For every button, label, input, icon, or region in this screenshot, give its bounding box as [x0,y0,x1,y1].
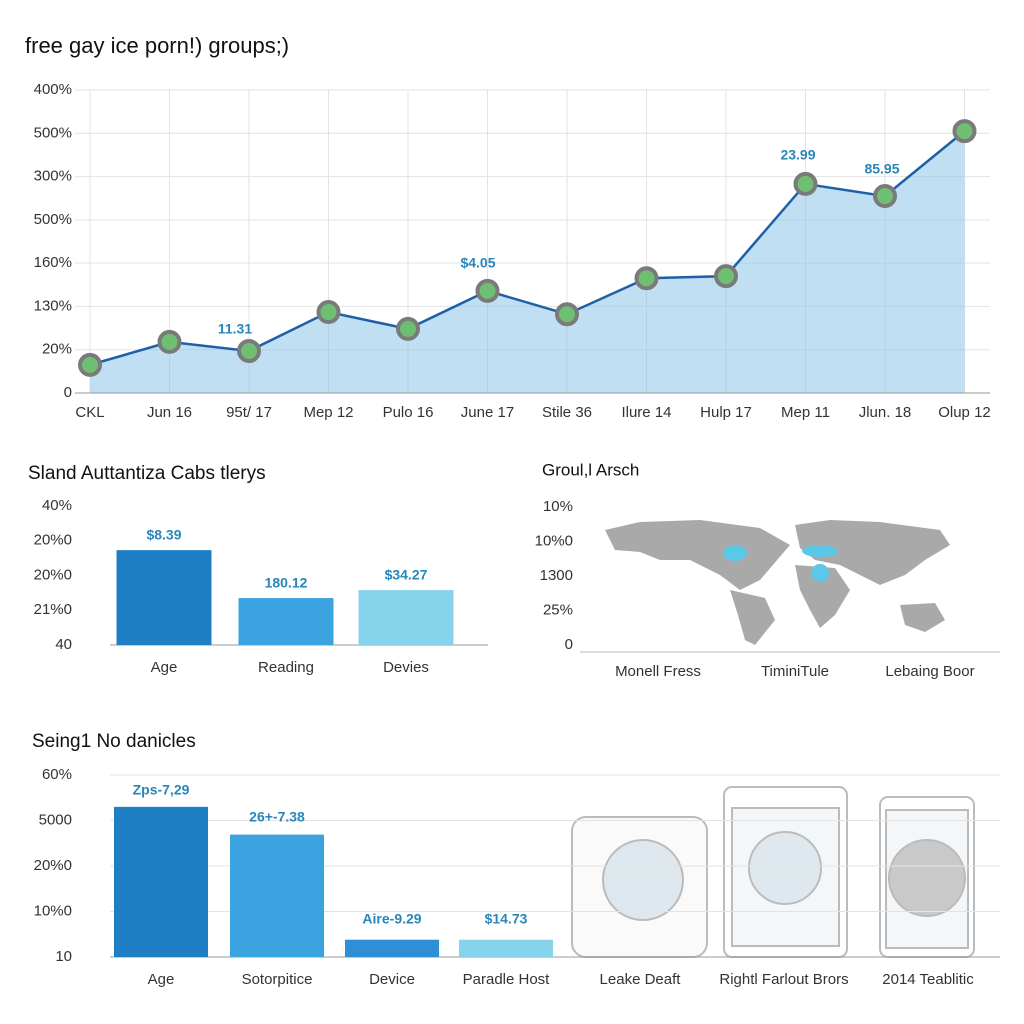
y-tick-label: 400% [34,81,72,98]
x-tick-label: June 17 [461,404,514,421]
point [873,184,897,209]
x-tick-label: Age [148,971,175,988]
point [475,278,500,303]
x-tick-label: Mep 11 [781,404,830,421]
chart-title: Seing1 No danicles [32,731,196,752]
y-tick-label: 21%0 [34,601,72,618]
annotation: 26+-7.38 [249,809,305,825]
x-tick-label: Jlun. 18 [859,404,912,421]
y-tick-label: 20%0 [34,857,72,874]
x-tick-label: Stile 36 [542,404,592,421]
y-tick-label: 10 [55,948,72,965]
y-tick-label: 130% [34,297,72,314]
bar [230,834,324,957]
x-tick-label: Jun 16 [147,404,192,421]
y-tick-label: 500% [34,211,72,228]
point [396,316,420,341]
y-tick-label: 10%0 [34,902,72,919]
annotation: $4.05 [460,255,495,271]
point [952,119,977,144]
x-tick-label: Pulo 16 [383,404,434,421]
point [793,171,818,196]
y-tick-label: 40% [42,497,72,514]
x-tick-label: CKL [75,404,104,421]
x-tick-label: Rightl Farlout Brors [719,971,848,988]
annotation: $34.27 [385,567,428,583]
x-tick-label: Hulp 17 [700,404,752,421]
y-tick-label: 160% [34,254,72,271]
bar [345,939,439,957]
x-tick-label: Lebaing Boor [885,663,974,680]
x-tick-label: Devies [383,659,429,676]
annotation: 85.95 [864,161,899,177]
bar [358,590,454,645]
chart-title: free gay ice porn!) groups;) [25,33,289,58]
x-tick-label: Leake Deaft [600,971,682,988]
y-tick-label: 1300 [540,567,573,584]
annotation: $14.73 [485,911,528,927]
y-tick-label: 20%0 [34,532,72,549]
x-tick-label: Sotorpitice [242,971,313,988]
annotation: 23.99 [780,147,815,163]
x-tick-label: Olup 12 [938,404,991,421]
x-tick-label: Age [151,659,178,676]
point [555,302,579,327]
world-map [605,520,950,645]
y-tick-label: 20%0 [34,566,72,583]
point [237,339,261,364]
x-tick-label: 95t/ 17 [226,404,272,421]
x-tick-label: Reading [258,659,314,676]
y-tick-label: 25% [543,601,573,618]
x-tick-label: Device [369,971,415,988]
annotation: Zps-7,29 [133,782,190,798]
bar [459,939,553,957]
annotation: 11.31 [218,321,252,337]
y-tick-label: 20% [42,341,72,358]
x-tick-label: Monell Fress [615,663,701,680]
y-tick-label: 60% [42,766,72,783]
x-tick-label: Paradle Host [463,971,551,988]
y-tick-label: 0 [64,384,72,401]
x-tick-label: 2014 Teablitic [882,971,974,988]
x-tick-label: Ilure 14 [621,404,671,421]
area [90,131,965,393]
y-tick-label: 300% [34,168,72,185]
bar [116,550,212,645]
y-tick-label: 10% [543,498,573,515]
bar [238,598,334,645]
device-illustrations [571,786,975,958]
y-tick-label: 500% [34,124,72,141]
x-tick-label: Mep 12 [303,404,353,421]
y-tick-label: 5000 [39,811,72,828]
y-tick-label: 40 [55,636,72,653]
point [78,352,102,377]
bar [114,806,208,957]
y-tick-label: 0 [565,636,573,653]
annotation: 180.12 [265,575,308,591]
annotation: $8.39 [146,527,181,543]
line [89,130,966,367]
y-tick-label: 10%0 [535,532,573,549]
point [157,329,182,354]
chart-title: Sland Auttantiza Cabs tlerys [28,463,266,484]
annotation: Aire-9.29 [362,911,421,927]
chart-title: Groul,l Arsch [542,460,639,479]
point [316,300,341,325]
x-tick-label: TiminiTule [761,663,829,680]
point [634,266,659,291]
point [714,264,738,289]
